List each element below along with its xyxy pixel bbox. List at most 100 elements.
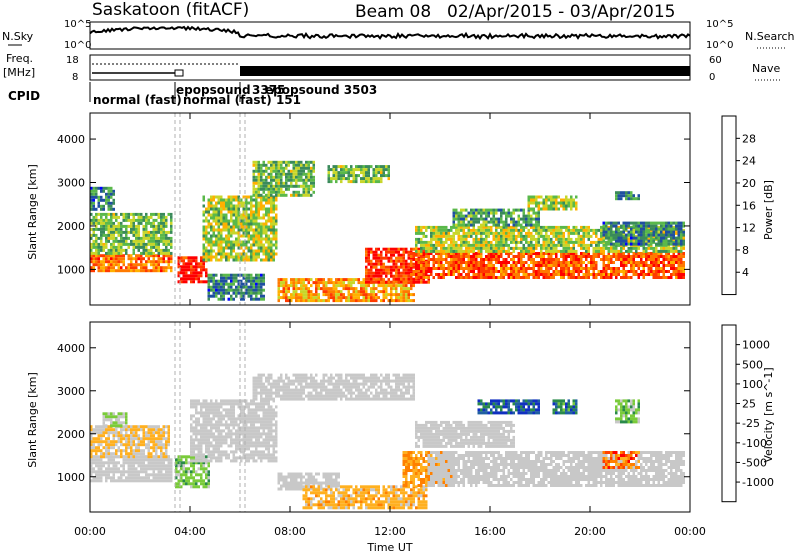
power-echo-cell [385, 293, 388, 297]
power-echo-cell [260, 279, 263, 283]
power-echo-cell [110, 248, 113, 252]
power-echo-cell [255, 193, 258, 197]
power-echo-cell [260, 231, 263, 235]
power-echo-cell [465, 252, 468, 255]
power-echo-cell [405, 277, 408, 281]
power-echo-cell [177, 265, 180, 269]
freq-tick-bottom: 8 [72, 72, 78, 83]
power-echo-cell [230, 201, 233, 205]
power-echo-cell [440, 276, 443, 279]
power-echo-cell [590, 267, 593, 270]
date-range: 02/Apr/2015 - 03/Apr/2015 [447, 2, 675, 22]
power-echo-cell [372, 284, 375, 288]
power-echo-cell [537, 237, 540, 241]
power-echo-cell [145, 236, 148, 240]
power-echo-cell [677, 258, 680, 261]
power-echo-cell [417, 225, 420, 229]
power-echo-cell [227, 207, 230, 211]
power-echo-cell [502, 249, 505, 253]
power-echo-cell [665, 276, 668, 279]
power-echo-cell [522, 252, 525, 255]
velocity-echo-cell [132, 467, 135, 471]
power-echo-cell [405, 296, 408, 300]
power-echo-cell [357, 168, 360, 172]
power-echo-cell [560, 237, 563, 241]
power-echo-cell [227, 225, 230, 229]
power-echo-cell [125, 230, 128, 234]
velocity-echo-cell [95, 464, 98, 468]
power-echo-cell [612, 261, 615, 264]
power-echo-cell [202, 249, 205, 253]
power-echo-cell [272, 201, 275, 205]
power-echo-cell [380, 271, 383, 275]
power-echo-cell [670, 221, 673, 225]
power-echo-cell [400, 265, 403, 269]
power-echo-cell [392, 247, 395, 251]
power-echo-cell [227, 204, 230, 208]
power-echo-cell [400, 293, 403, 297]
power-echo-cell [275, 190, 278, 194]
power-echo-cell [327, 290, 330, 294]
power-echo-cell [90, 233, 93, 237]
velocity-echo-cell [137, 458, 140, 462]
power-echo-cell [530, 201, 533, 205]
power-echo-cell [680, 267, 683, 270]
power-echo-cell [470, 217, 473, 221]
power-echo-cell [272, 243, 275, 247]
power-echo-cell [382, 280, 385, 284]
power-echo-cell [255, 282, 258, 286]
velocity-echo-cell [122, 425, 125, 429]
power-echo-cell [532, 270, 535, 273]
power-echo-cell [660, 221, 663, 225]
power-echo-cell [375, 165, 378, 169]
power-echo-cell [510, 246, 513, 250]
power-echo-cell [605, 236, 608, 240]
power-echo-cell [475, 261, 478, 264]
power-echo-cell [657, 227, 660, 231]
power-echo-cell [525, 249, 528, 253]
power-echo-cell [630, 239, 633, 243]
power-echo-cell [410, 252, 413, 255]
power-echo-cell [607, 252, 610, 255]
power-echo-cell [252, 172, 255, 176]
power-echo-cell [637, 242, 640, 246]
power-echo-cell [570, 261, 573, 264]
power-echo-cell [107, 269, 110, 273]
power-echo-cell [382, 290, 385, 294]
power-echo-cell [437, 276, 440, 279]
power-echo-cell [425, 243, 428, 247]
power-echo-cell [375, 271, 378, 275]
power-echo-cell [495, 225, 498, 229]
power-echo-cell [267, 246, 270, 250]
power-echo-cell [280, 284, 283, 288]
power-echo-cell [145, 245, 148, 249]
noise-panel: N.Sky 10^5 10^0 10^5 10^0 N.Search [2, 19, 795, 51]
power-echo-cell [275, 216, 278, 220]
power-echo-cell [112, 236, 115, 240]
power-echo-cell [252, 240, 255, 244]
power-echo-cell [267, 228, 270, 232]
power-echo-cell [540, 243, 543, 247]
power-echo-cell [652, 273, 655, 276]
power-echo-cell [500, 237, 503, 241]
power-echo-cell [107, 230, 110, 234]
power-echo-cell [260, 207, 263, 211]
power-echo-cell [572, 267, 575, 270]
power-echo-cell [677, 261, 680, 264]
power-echo-cell [415, 276, 418, 279]
power-echo-cell [502, 264, 505, 267]
power-echo-cell [455, 258, 458, 261]
power-echo-cell [100, 204, 103, 208]
power-echo-cell [250, 222, 253, 226]
velocity-echo-cell [132, 464, 135, 468]
power-echo-cell [205, 255, 208, 259]
power-echo-cell [377, 165, 380, 169]
power-echo-cell [662, 242, 665, 246]
power-echo-cell [362, 281, 365, 285]
power-echo-cell [142, 224, 145, 228]
power-echo-cell [435, 228, 438, 232]
power-echo-cell [272, 166, 275, 170]
power-echo-cell [650, 261, 653, 264]
power-echo-cell [377, 268, 380, 272]
power-echo-cell [650, 252, 653, 255]
